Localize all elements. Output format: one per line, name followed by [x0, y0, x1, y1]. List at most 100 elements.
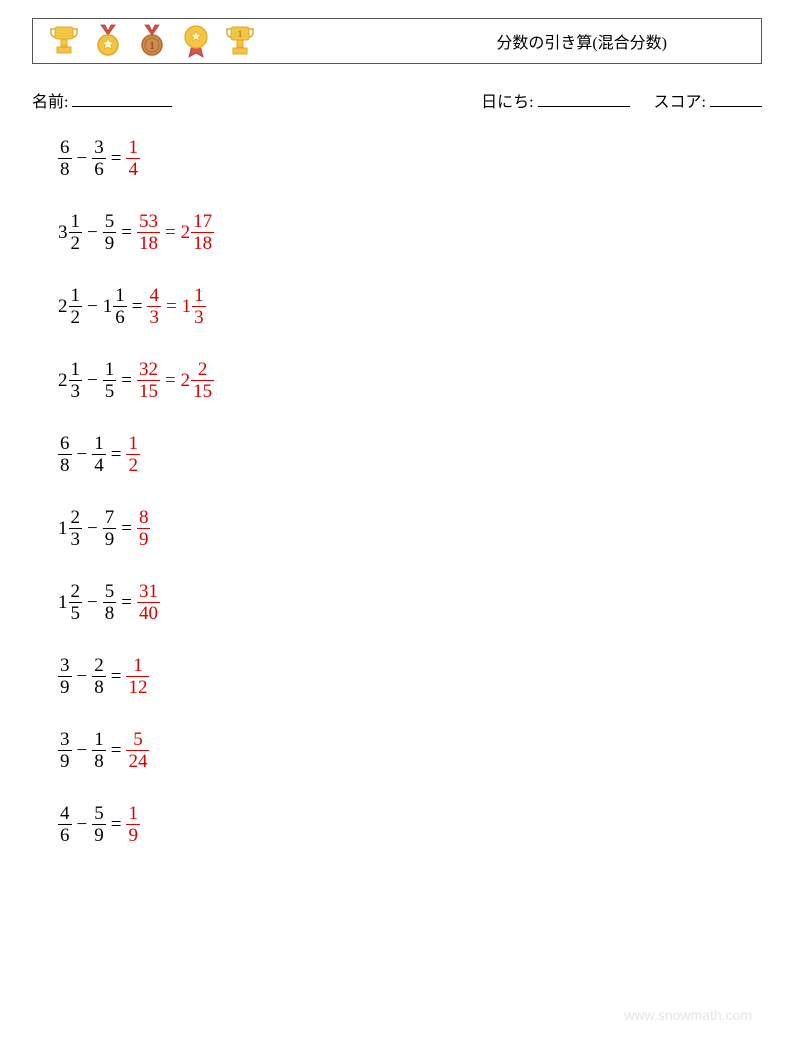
equals-sign: = [121, 593, 132, 612]
info-row: 名前: 日にち: スコア: [32, 88, 762, 112]
svg-text:1: 1 [238, 29, 243, 39]
numerator: 6 [58, 138, 72, 158]
minus-operator: − [77, 741, 88, 760]
fraction: 19 [126, 804, 140, 845]
denominator: 9 [58, 676, 72, 697]
answer: 12 [126, 434, 140, 475]
whole-part: 1 [182, 297, 193, 316]
whole-part: 2 [58, 297, 69, 316]
denominator: 8 [92, 676, 106, 697]
equals-sign: = [111, 445, 122, 464]
numerator: 4 [147, 286, 161, 306]
equals-sign: = [121, 371, 132, 390]
numerator: 8 [137, 508, 151, 528]
answer: 113 [182, 286, 206, 327]
equals-sign: = [111, 667, 122, 686]
denominator: 3 [69, 528, 83, 549]
fraction: 25 [69, 582, 83, 623]
answer: 524 [126, 730, 149, 771]
answer: 14 [126, 138, 140, 179]
numerator: 1 [69, 360, 83, 380]
denominator: 4 [92, 454, 106, 475]
denominator: 3 [69, 380, 83, 401]
problem-row: 68−14=12 [58, 434, 658, 475]
numerator: 3 [58, 730, 72, 750]
medal-row: 1 1 [47, 23, 257, 59]
denominator: 9 [103, 528, 117, 549]
fraction: 28 [92, 656, 106, 697]
fraction: 43 [147, 286, 161, 327]
fraction: 12 [69, 286, 83, 327]
denominator: 15 [191, 380, 214, 401]
info-left: 名前: [32, 88, 172, 112]
problem-row: 123−79=89 [58, 508, 658, 549]
numerator: 2 [92, 656, 106, 676]
denominator: 4 [126, 158, 140, 179]
fraction: 39 [58, 730, 72, 771]
problem-row: 39−18 =524 [58, 730, 658, 771]
numerator: 3 [58, 656, 72, 676]
numerator: 1 [92, 434, 106, 454]
equals-sign: = [111, 815, 122, 834]
problem-row: 68−36=14 [58, 138, 658, 179]
denominator: 3 [147, 306, 161, 327]
numerator: 1 [192, 286, 206, 306]
rosette-icon [179, 23, 213, 59]
fraction: 68 [58, 138, 72, 179]
numerator: 32 [137, 360, 160, 380]
equals-sign: = [132, 297, 143, 316]
numerator: 31 [137, 582, 160, 602]
fraction: 14 [126, 138, 140, 179]
numerator: 1 [103, 360, 117, 380]
denominator: 8 [58, 454, 72, 475]
numerator: 2 [196, 360, 210, 380]
minus-operator: − [77, 815, 88, 834]
header-box: 1 1 分数の引き算(混合分数) [32, 18, 762, 64]
fraction: 12 [69, 212, 83, 253]
answer: 21718 [181, 212, 215, 253]
fraction: 89 [137, 508, 151, 549]
denominator: 9 [58, 750, 72, 771]
equals-sign: = [165, 371, 176, 390]
minus-operator: − [77, 149, 88, 168]
answer: 2215 [181, 360, 215, 401]
fraction: 215 [191, 360, 214, 401]
fraction: 1718 [191, 212, 214, 253]
numerator: 1 [69, 286, 83, 306]
denominator: 5 [103, 380, 117, 401]
score-blank [710, 90, 762, 107]
denominator: 3 [192, 306, 206, 327]
minus-operator: − [87, 593, 98, 612]
fraction: 23 [69, 508, 83, 549]
denominator: 18 [137, 232, 160, 253]
denominator: 2 [69, 306, 83, 327]
minus-operator: − [87, 297, 98, 316]
fraction: 5318 [137, 212, 160, 253]
whole-part: 3 [58, 223, 69, 242]
numerator: 1 [126, 804, 140, 824]
equals-sign: = [111, 741, 122, 760]
denominator: 2 [69, 232, 83, 253]
denominator: 8 [58, 158, 72, 179]
trophy-1-icon: 1 [223, 23, 257, 59]
denominator: 8 [92, 750, 106, 771]
numerator: 1 [113, 286, 127, 306]
whole-part: 2 [181, 371, 192, 390]
numerator: 4 [58, 804, 72, 824]
problem-list: 68−36=14312−59=5318=21718212−116=43=1132… [58, 138, 658, 878]
numerator: 5 [92, 804, 106, 824]
denominator: 12 [126, 676, 149, 697]
medal-1-icon: 1 [135, 23, 169, 59]
page: 1 1 分数の引き算(混合分数) [0, 0, 794, 1053]
fraction: 3140 [137, 582, 160, 623]
date-label: 日にち: [481, 88, 533, 112]
fraction: 39 [58, 656, 72, 697]
header-title: 分数の引き算(混合分数) [496, 29, 667, 53]
equals-sign: = [121, 223, 132, 242]
denominator: 9 [103, 232, 117, 253]
whole-part: 2 [58, 371, 69, 390]
answer: 19 [126, 804, 140, 845]
equals-sign: = [111, 149, 122, 168]
problem-row: 212−116=43=113 [58, 286, 658, 327]
numerator: 1 [92, 730, 106, 750]
